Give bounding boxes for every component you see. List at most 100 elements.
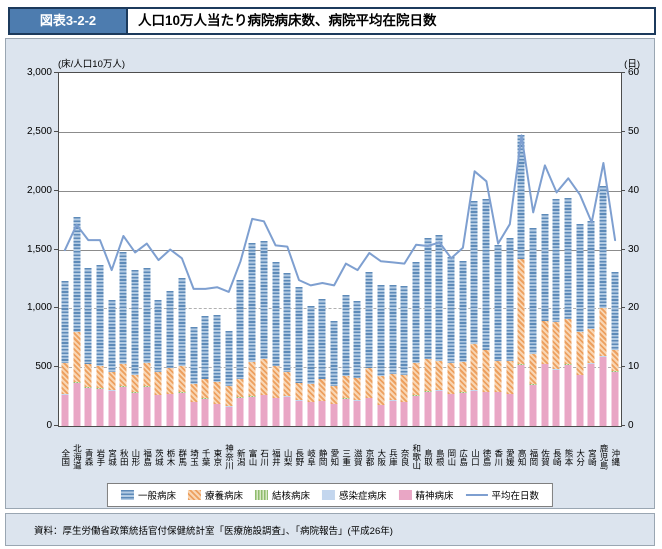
left-axis-tick-label: 2,500 (26, 125, 52, 137)
bar-slot-静岡 (316, 73, 328, 426)
stacked-bar-岡山 (447, 256, 455, 426)
segment-ryoyo (564, 319, 572, 365)
segment-psychiatric (318, 401, 326, 426)
bar-slot-神奈川 (223, 73, 235, 426)
stacked-bar-奈良 (400, 286, 408, 426)
segment-general (576, 223, 584, 333)
legend-swatch-tb (254, 490, 268, 500)
stacked-bar-愛媛 (506, 237, 514, 426)
bar-slot-福岡 (527, 73, 539, 426)
stacked-bar-東京 (213, 314, 221, 426)
segment-psychiatric (307, 402, 315, 426)
x-axis-label-熊本: 熊本 (563, 448, 574, 466)
x-axis-label-千葉: 千葉 (201, 448, 212, 466)
segment-ryoyo (459, 361, 467, 393)
segment-psychiatric (108, 390, 116, 426)
segment-ryoyo (73, 332, 81, 383)
bar-slot-奈良 (398, 73, 410, 426)
stacked-bar-埼玉 (190, 327, 198, 426)
segment-ryoyo (412, 362, 420, 396)
stacked-bar-広島 (459, 261, 467, 426)
segment-ryoyo (166, 367, 174, 394)
bar-slot-徳島 (480, 73, 492, 426)
segment-general (190, 327, 198, 385)
segment-general (236, 279, 244, 380)
x-axis-label-富山: 富山 (247, 448, 258, 466)
legend-swatch-ryoyo (187, 490, 201, 500)
x-axis-label-鳥取: 鳥取 (423, 448, 434, 466)
x-axis-label-兵庫: 兵庫 (388, 448, 399, 466)
bar-slot-栃木 (164, 73, 176, 426)
bar-slot-熊本 (562, 73, 574, 426)
x-axis-label-秋田: 秋田 (119, 448, 130, 466)
bar-slot-長崎 (551, 73, 563, 426)
segment-ryoyo (424, 359, 432, 392)
stacked-bar-栃木 (166, 290, 174, 426)
segment-general (611, 271, 619, 350)
segment-psychiatric (272, 398, 279, 426)
source-note: 資料：厚生労働省政策統括官付保健統計室「医療施設調査」、「病院報告」(平成26年… (34, 525, 393, 537)
segment-general (318, 298, 326, 379)
bar-slot-沖縄 (609, 73, 621, 426)
right-axis-tick-label: 60 (628, 67, 640, 78)
segment-psychiatric (225, 406, 233, 426)
x-axis-label-鹿児島: 鹿児島 (599, 444, 610, 470)
segment-ryoyo (599, 307, 607, 356)
bar-slot-宮城 (106, 73, 118, 426)
segment-ryoyo (190, 384, 198, 402)
segment-general (400, 286, 408, 375)
stacked-bar-愛知 (330, 321, 338, 426)
bar-slot-滋賀 (352, 73, 364, 426)
segment-ryoyo (435, 361, 443, 390)
segment-general (435, 235, 443, 362)
right-axis-tickmark (621, 189, 625, 191)
bar-slot-広島 (457, 73, 469, 426)
x-axis-label-佐賀: 佐賀 (540, 448, 551, 466)
segment-ryoyo (283, 372, 291, 396)
segment-general (248, 243, 256, 362)
segment-ryoyo (108, 372, 116, 390)
segment-psychiatric (73, 382, 81, 426)
segment-psychiatric (611, 371, 619, 426)
x-axis-label-和歌山: 和歌山 (411, 444, 422, 470)
segment-ryoyo (517, 259, 525, 365)
right-axis-tick-label: 50 (628, 125, 640, 137)
bar-slot-山形 (129, 73, 141, 426)
segment-general (260, 241, 268, 360)
x-axis-label-北海道: 北海道 (72, 444, 83, 470)
x-axis-label-茨城: 茨城 (154, 448, 165, 466)
segment-general (73, 216, 81, 333)
left-axis-tickmark (54, 130, 58, 132)
bar-slot-岩手 (94, 73, 106, 426)
segment-ryoyo (61, 363, 69, 394)
bar-slot-島根 (434, 73, 446, 426)
stacked-bar-福井 (272, 262, 279, 426)
gridline-2500 (59, 131, 621, 133)
stacked-bar-鹿児島 (599, 185, 607, 426)
left-axis-tick-label: 3,000 (26, 67, 52, 78)
segment-psychiatric (400, 402, 408, 426)
stacked-bar-山口 (470, 201, 478, 426)
segment-general (154, 299, 162, 373)
source-note-panel: 資料：厚生労働省政策統括官付保健統計室「医療施設調査」、「病院報告」(平成26年… (5, 513, 655, 546)
stacked-bar-富山 (248, 243, 256, 426)
x-axis-label-宮崎: 宮崎 (587, 448, 598, 466)
segment-general (599, 185, 607, 308)
left-axis-tick-label: 2,000 (26, 184, 52, 196)
x-axis-label-宮城: 宮城 (107, 448, 118, 466)
legend-label-infectious: 感染症病床 (339, 491, 387, 502)
x-axis-label-全国: 全国 (60, 448, 71, 466)
bar-slot-佐賀 (539, 73, 551, 426)
bar-slot-京都 (363, 73, 375, 426)
segment-ryoyo (470, 344, 478, 390)
x-axis-label-石川: 石川 (259, 448, 270, 466)
segment-psychiatric (166, 394, 174, 426)
bar-slot-大阪 (375, 73, 387, 426)
legend-item-ryoyo: 療養病床 (187, 488, 243, 502)
x-axis-label-神奈川: 神奈川 (224, 444, 235, 470)
segment-general (84, 268, 92, 365)
x-axis-label-静岡: 静岡 (318, 448, 329, 466)
gridline-2000 (59, 190, 621, 192)
left-axis-tickmark (54, 307, 58, 309)
segment-psychiatric (541, 364, 549, 426)
